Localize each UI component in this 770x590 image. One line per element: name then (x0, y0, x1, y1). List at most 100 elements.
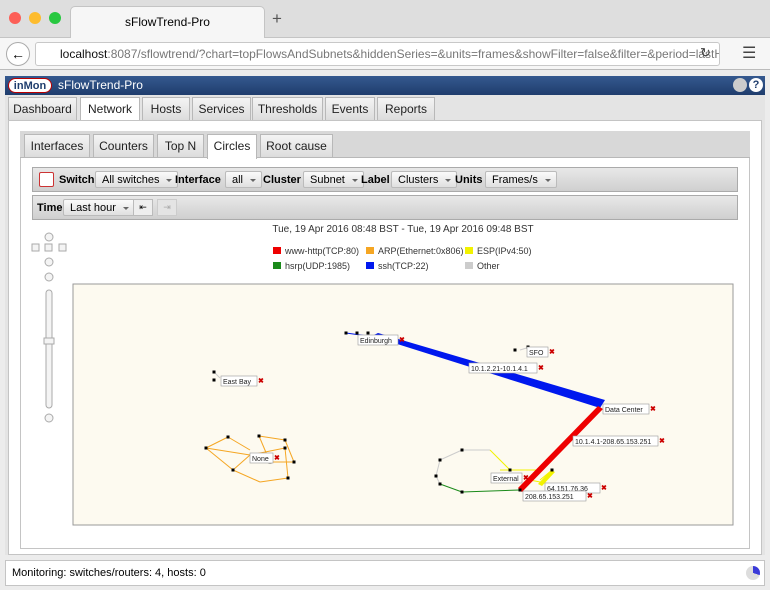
node-dot (518, 488, 522, 492)
node-dot (344, 331, 348, 335)
prev-button[interactable]: ⇤ (133, 199, 153, 216)
edge (258, 435, 286, 441)
browser-tab[interactable]: sFlowTrend-Pro (70, 6, 265, 39)
node-close: ✖ (399, 336, 405, 344)
edge (461, 489, 521, 493)
main-tab[interactable]: Thresholds (252, 97, 323, 120)
node-close: ✖ (587, 492, 593, 500)
status-bar: Monitoring: switches/routers: 4, hosts: … (5, 560, 765, 586)
pan-reset[interactable] (44, 243, 53, 252)
node-label-box[interactable] (357, 334, 399, 346)
activity-icon (746, 566, 760, 580)
close-button[interactable] (9, 12, 21, 24)
node-label[interactable]: 208.65.153.251 (525, 494, 574, 501)
edge-esp (538, 470, 555, 486)
time-toolbar: Time Last hour ⇤ ⇥ (32, 195, 738, 220)
logo: inMon (8, 78, 52, 93)
edge (489, 449, 511, 471)
maximize-button[interactable] (49, 12, 61, 24)
url-field[interactable]: localhost:8087/sflowtrend/?chart=topFlow… (35, 42, 720, 66)
node-label[interactable]: East Bay (223, 379, 252, 386)
node-label[interactable]: None (252, 456, 269, 463)
main-tab[interactable]: Dashboard (8, 97, 77, 120)
edge (232, 454, 251, 471)
node-close: ✖ (274, 454, 280, 462)
new-tab-button[interactable]: + (272, 9, 282, 28)
edge-label-box[interactable] (468, 362, 538, 374)
cluster-select[interactable]: Subnet (303, 171, 364, 188)
zoom-out[interactable] (44, 413, 54, 423)
sub-tab[interactable]: Circles (207, 134, 257, 159)
node-label-box[interactable] (249, 452, 274, 464)
zoom-slider[interactable] (45, 289, 53, 409)
legend-label: ARP(Ethernet:0x806) (378, 246, 464, 256)
sub-tab[interactable]: Counters (93, 134, 154, 157)
node-dot (204, 446, 208, 450)
interface-select[interactable]: all (225, 171, 263, 188)
edge (439, 483, 463, 493)
edge-label-box[interactable] (572, 435, 659, 447)
sub-tab[interactable]: Top N (157, 134, 204, 157)
main-tab[interactable]: Services (192, 97, 251, 120)
back-button[interactable]: ← (6, 42, 30, 66)
pan-left[interactable] (31, 243, 40, 252)
node-dot (508, 468, 512, 472)
main-tab[interactable]: Reports (377, 97, 435, 120)
node-label-box[interactable] (490, 472, 523, 484)
zoom-in[interactable] (44, 272, 54, 282)
zoom-handle[interactable] (43, 337, 55, 345)
node-dot (513, 348, 517, 352)
legend-label: hsrp(UDP:1985) (285, 261, 350, 271)
node-label-box[interactable] (522, 490, 587, 502)
main-tab[interactable]: Network (80, 97, 140, 122)
help-icon[interactable]: ? (749, 78, 763, 92)
pan-right[interactable] (58, 243, 67, 252)
node-label[interactable]: 64.151.76.36 (547, 486, 588, 493)
sub-tab[interactable]: Interfaces (24, 134, 90, 157)
minimize-button[interactable] (29, 12, 41, 24)
node-dot (550, 468, 554, 472)
node-label-box[interactable] (220, 375, 258, 387)
node-close: ✖ (650, 405, 656, 413)
app-header: inMon sFlowTrend-Pro ? (5, 76, 765, 95)
label-label: Label (361, 174, 390, 186)
switch-select[interactable]: All switches (95, 171, 179, 188)
edge (205, 447, 234, 471)
node-dot (231, 468, 235, 472)
edge (259, 477, 289, 483)
edge-http (518, 406, 603, 492)
interface-label: Interface (175, 174, 221, 186)
pan-up[interactable] (44, 232, 54, 242)
settings-icon[interactable] (733, 78, 747, 92)
edge (232, 469, 261, 483)
time-select[interactable]: Last hour (63, 199, 135, 216)
node-label[interactable]: Edinburgh (360, 338, 392, 345)
node-label-box[interactable] (602, 403, 650, 415)
node-label-box[interactable] (526, 346, 549, 358)
pan-down[interactable] (44, 257, 54, 267)
node-close: ✖ (601, 484, 607, 492)
menu-button[interactable]: ☰ (742, 45, 757, 62)
url-host: localhost (60, 47, 108, 61)
node-close: ✖ (523, 474, 529, 482)
sub-tab[interactable]: Root cause (260, 134, 333, 157)
reload-button[interactable]: ↻ (700, 45, 711, 60)
node-label[interactable]: SFO (529, 350, 544, 357)
node-label[interactable]: Data Center (605, 407, 643, 414)
main-tab[interactable]: Events (325, 97, 375, 120)
edge-label[interactable]: 10.1.2.21-10.1.4.1 (471, 366, 528, 373)
browser-tab-bar: sFlowTrend-Pro + (0, 0, 770, 39)
units-label: Units (455, 174, 483, 186)
node-close: ✖ (258, 377, 264, 385)
time-range: Tue, 19 Apr 2016 08:48 BST - Tue, 19 Apr… (272, 224, 533, 235)
main-tab[interactable]: Hosts (142, 97, 190, 120)
units-select[interactable]: Frames/s (485, 171, 557, 188)
node-label[interactable]: External (493, 476, 519, 483)
next-button[interactable]: ⇥ (157, 199, 177, 216)
node-dot (212, 370, 216, 374)
edge-label[interactable]: 10.1.4.1-208.65.153.251 (575, 439, 651, 446)
filter-icon[interactable] (39, 172, 54, 187)
node-dot (283, 446, 287, 450)
node-dot (257, 434, 261, 438)
label-select[interactable]: Clusters (391, 171, 458, 188)
